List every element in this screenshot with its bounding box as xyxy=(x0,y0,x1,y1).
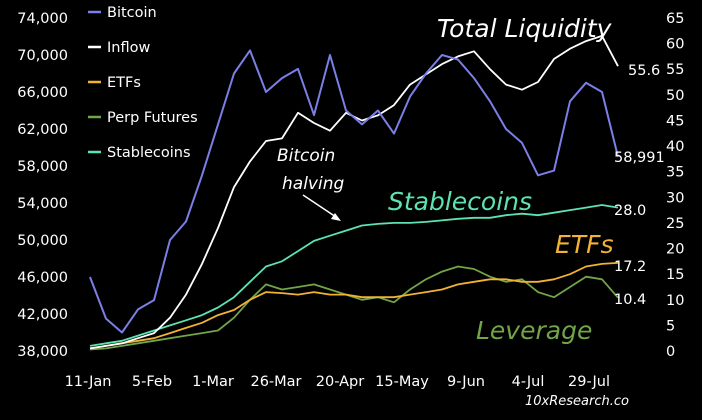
x-tick-label: 1-Mar xyxy=(192,374,234,390)
annotation-leverage: Leverage xyxy=(476,316,592,345)
series-line-inflow xyxy=(89,35,619,350)
right-tick-label: 25 xyxy=(666,216,684,232)
right-tick-label: 65 xyxy=(666,11,684,27)
end-label-etfs: 17.2 xyxy=(614,259,646,275)
annotation-stablecoins: Stablecoins xyxy=(388,187,532,216)
left-tick-label: 66,000 xyxy=(17,85,68,101)
legend-item-stablecoins[interactable]: Stablecoins xyxy=(88,145,191,161)
left-tick-label: 54,000 xyxy=(17,196,68,212)
legend-label: Bitcoin xyxy=(107,5,157,21)
annotation-halving-line1: Bitcoin xyxy=(277,146,335,166)
source-label: 10xResearch.co xyxy=(525,394,629,409)
right-tick-label: 55 xyxy=(666,62,684,78)
legend-label: Perp Futures xyxy=(107,110,198,126)
right-tick-label: 20 xyxy=(666,242,684,258)
legend-item-bitcoin[interactable]: Bitcoin xyxy=(88,5,157,21)
series-line-stablecoins xyxy=(89,204,619,347)
right-tick-label: 35 xyxy=(666,165,684,181)
legend[interactable]: Bitcoin Inflow ETFs Perp Futures Stablecoins xyxy=(88,5,198,161)
legend-label: Inflow xyxy=(107,40,150,56)
legend-label: Stablecoins xyxy=(107,145,191,161)
left-tick-label: 58,000 xyxy=(17,159,68,175)
x-tick-label: 5-Feb xyxy=(132,374,172,390)
x-tick-label: 4-Jul xyxy=(512,374,545,390)
x-axis-ticks: 11-Jan 5-Feb 1-Mar 26-Mar 20-Apr 15-May 9-Jun 4… xyxy=(65,374,610,390)
legend-item-etfs[interactable]: ETFs xyxy=(88,75,141,91)
right-tick-label: 5 xyxy=(666,318,675,334)
right-tick-label: 50 xyxy=(666,88,684,104)
annotation-total-liquidity: Total Liquidity xyxy=(437,14,613,43)
left-tick-label: 74,000 xyxy=(17,11,68,27)
series-line-etfs xyxy=(89,262,619,350)
halving-arrow xyxy=(302,194,341,221)
legend-label: ETFs xyxy=(107,75,141,91)
left-tick-label: 50,000 xyxy=(17,233,68,249)
left-axis-ticks: 38,000 42,000 46,000 50,000 54,000 58,000 62,0… xyxy=(17,11,68,360)
left-tick-label: 42,000 xyxy=(17,307,68,323)
annotation-halving-line2: halving xyxy=(282,174,344,194)
right-tick-label: 0 xyxy=(666,344,675,360)
end-label-bitcoin: 58,991 xyxy=(614,150,665,166)
x-tick-label: 29-Jul xyxy=(568,374,610,390)
right-tick-label: 30 xyxy=(666,190,684,206)
left-tick-label: 70,000 xyxy=(17,48,68,64)
x-tick-label: 20-Apr xyxy=(316,374,364,390)
right-tick-label: 45 xyxy=(666,113,684,129)
legend-item-perp-futures[interactable]: Perp Futures xyxy=(88,110,198,126)
legend-item-inflow[interactable]: Inflow xyxy=(88,40,150,56)
right-tick-label: 10 xyxy=(666,293,684,309)
x-tick-label: 26-Mar xyxy=(250,374,301,390)
x-tick-label: 15-May xyxy=(375,374,429,390)
right-axis-ticks: 0 5 10 15 20 25 30 35 40 45 50 55 60 65 xyxy=(666,11,684,360)
end-label-inflow: 55.6 xyxy=(628,63,660,79)
left-tick-label: 46,000 xyxy=(17,270,68,286)
left-tick-label: 38,000 xyxy=(17,344,68,360)
series-lines xyxy=(89,35,619,351)
right-tick-label: 60 xyxy=(666,37,684,53)
end-labels: 58,991 55.6 28.0 17.2 10.4 xyxy=(614,63,665,308)
x-tick-label: 11-Jan xyxy=(65,374,112,390)
right-tick-label: 15 xyxy=(666,267,684,283)
left-tick-label: 62,000 xyxy=(17,122,68,138)
end-label-stablecoins: 28.0 xyxy=(614,203,646,219)
right-tick-label: 40 xyxy=(666,139,684,155)
series-line-bitcoin xyxy=(89,49,619,334)
end-label-perp-futures: 10.4 xyxy=(614,292,646,308)
x-tick-label: 9-Jun xyxy=(447,374,485,390)
series-line-perp-futures xyxy=(89,265,619,351)
annotation-etfs: ETFs xyxy=(555,230,613,259)
